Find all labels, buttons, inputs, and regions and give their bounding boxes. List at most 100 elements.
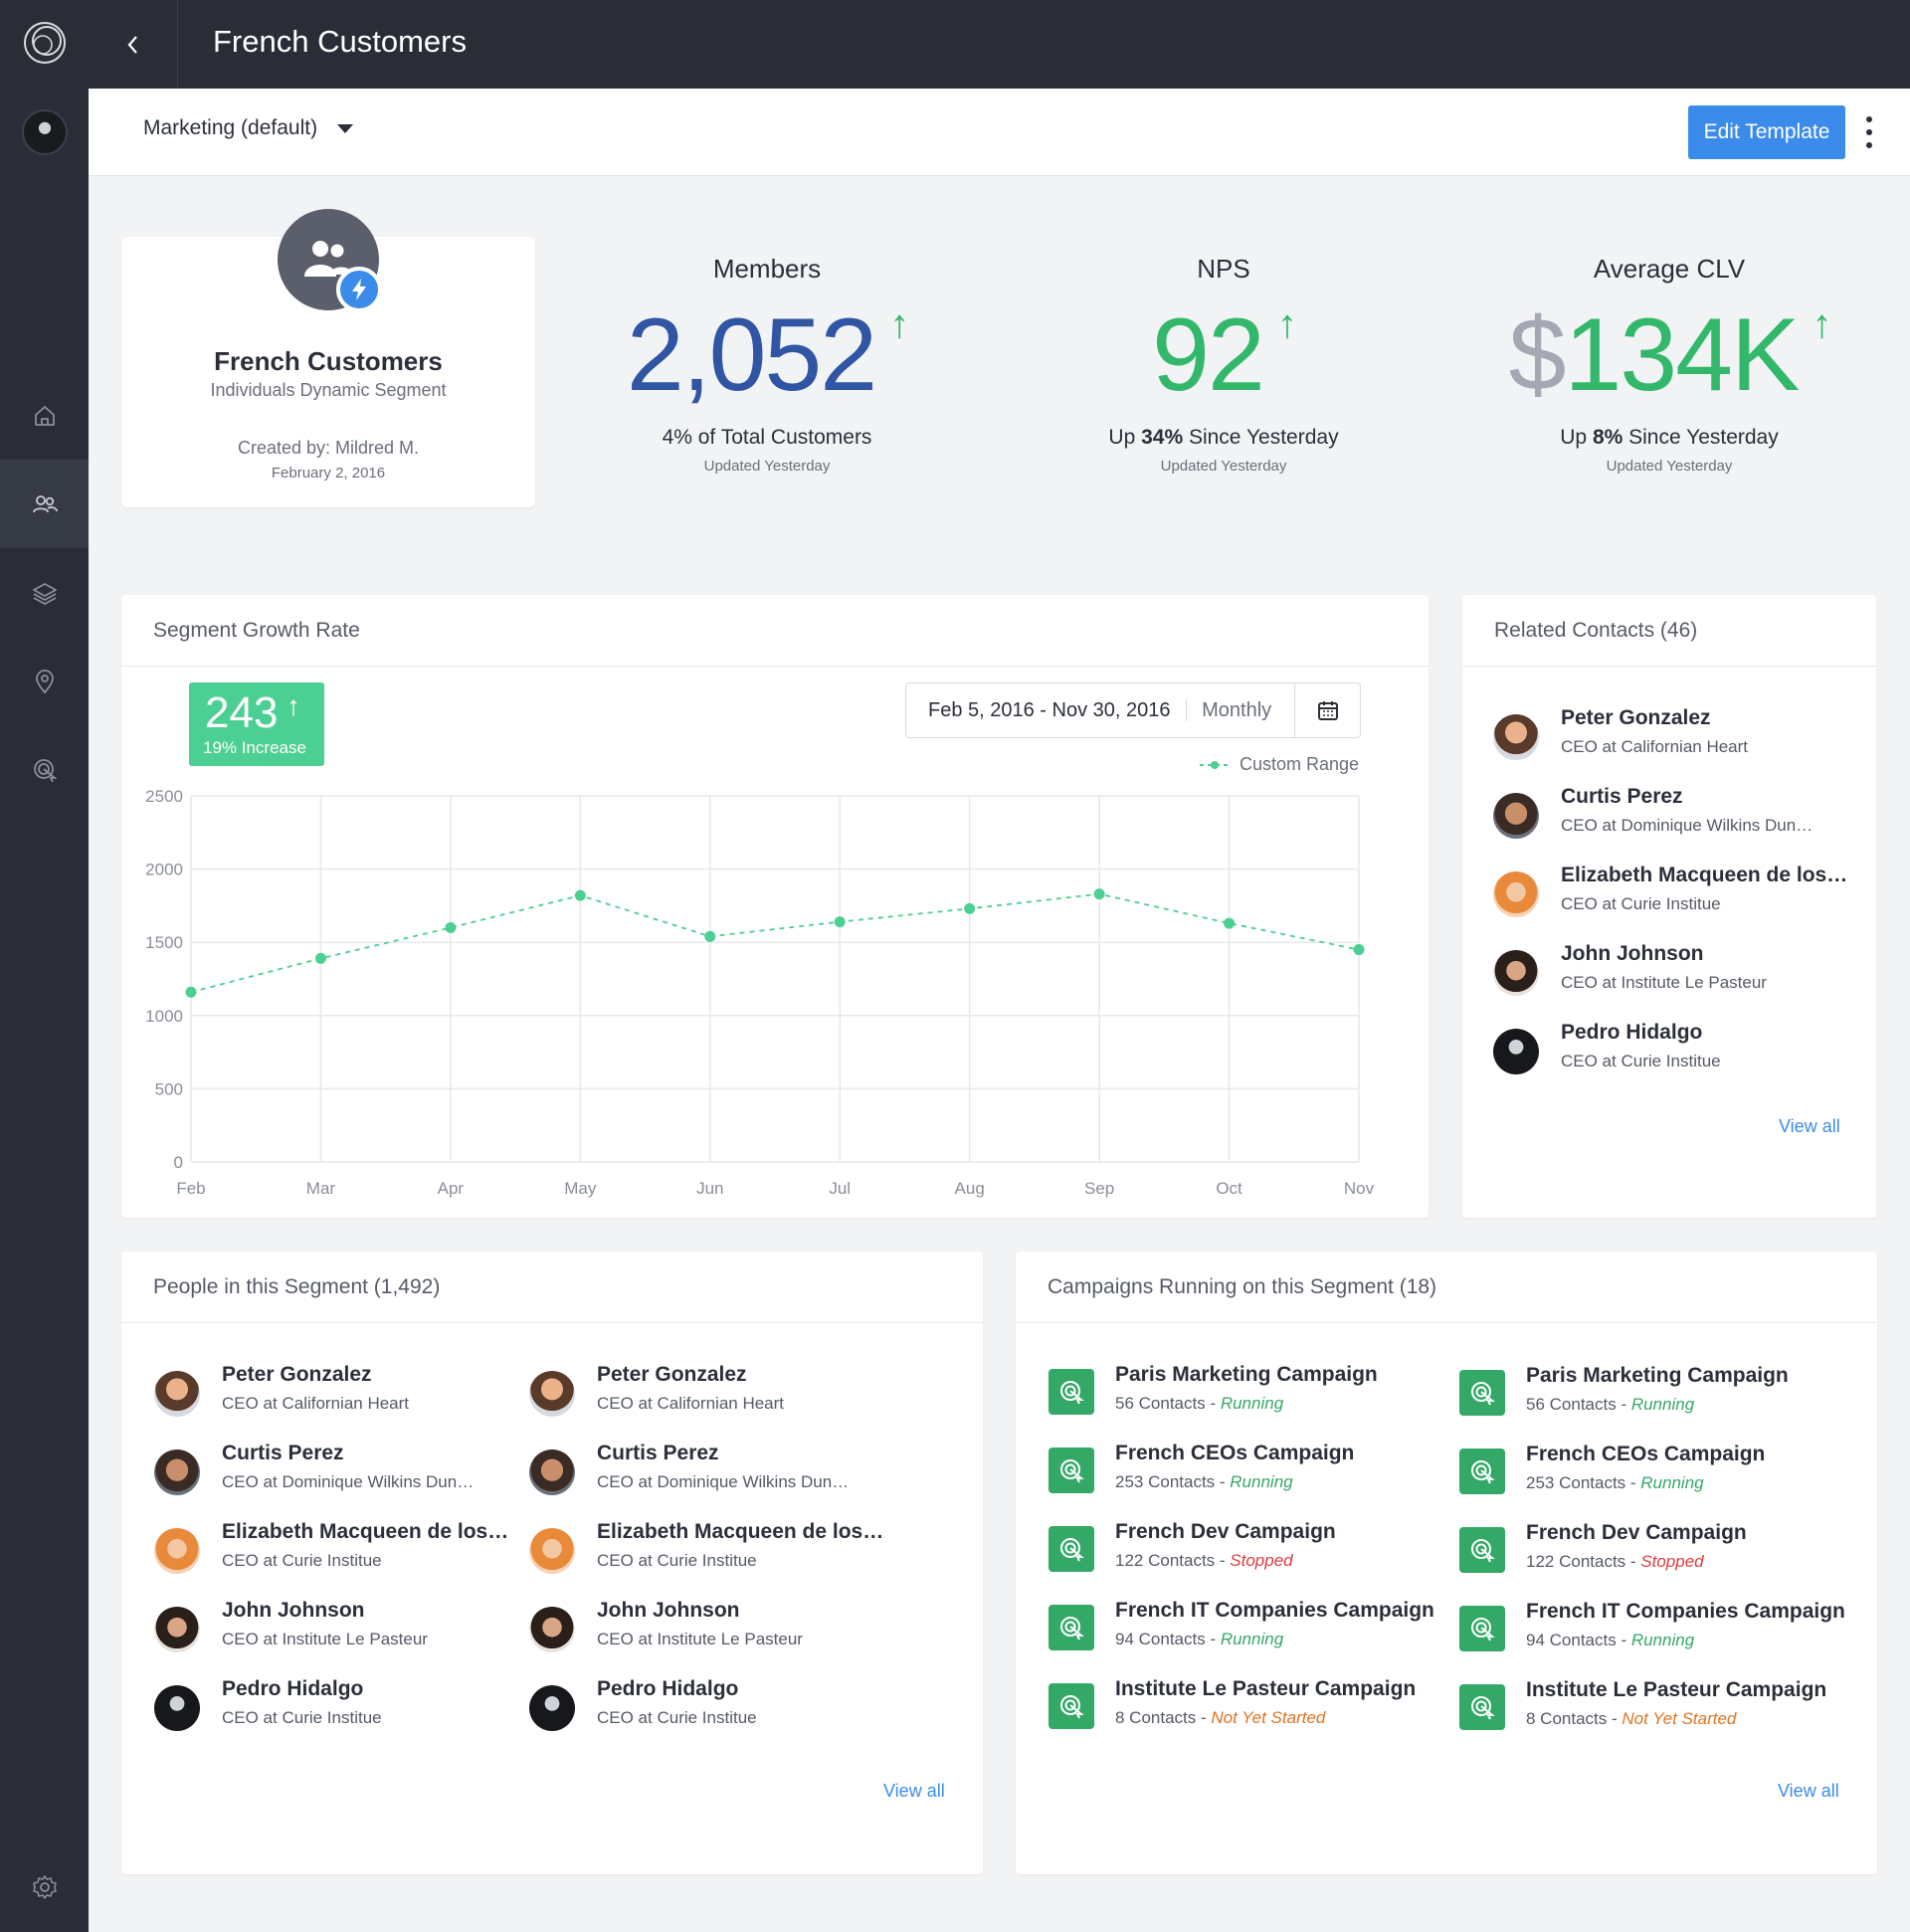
contact-name[interactable]: Curtis Perez: [222, 1442, 344, 1464]
campaign-item[interactable]: Paris Marketing Campaign 56 Contacts - Ru…: [1459, 1364, 1857, 1424]
campaign-item[interactable]: French CEOs Campaign 253 Contacts - Runni…: [1459, 1443, 1857, 1502]
members-label: Members: [712, 254, 822, 284]
campaign-name[interactable]: French CEOs Campaign: [1526, 1443, 1766, 1465]
contact-item[interactable]: John Johnson CEO at Institute Le Pasteur: [529, 1599, 887, 1658]
campaign-item[interactable]: French CEOs Campaign 253 Contacts - Runni…: [1049, 1442, 1446, 1501]
campaign-name[interactable]: Paris Marketing Campaign: [1526, 1364, 1789, 1387]
campaign-item[interactable]: Institute Le Pasteur Campaign 8 Contacts …: [1459, 1678, 1857, 1738]
lightning-icon: [352, 279, 366, 300]
layers-icon: [32, 582, 57, 605]
data-point: [314, 952, 326, 964]
contact-name[interactable]: Curtis Perez: [1561, 785, 1683, 808]
period-select[interactable]: Monthly: [1202, 698, 1272, 721]
campaign-item[interactable]: Paris Marketing Campaign 56 Contacts - Ru…: [1049, 1363, 1446, 1423]
contact-name[interactable]: Peter Gonzalez: [597, 1363, 747, 1386]
campaign-name[interactable]: French Dev Campaign: [1526, 1521, 1747, 1544]
segment-name: French Customers: [214, 346, 443, 376]
campaign-item[interactable]: Institute Le Pasteur Campaign 8 Contacts …: [1049, 1677, 1446, 1737]
campaign-item[interactable]: French Dev Campaign 122 Contacts - Stoppe…: [1049, 1520, 1446, 1580]
x-tick-label: Aug: [955, 1179, 985, 1198]
contact-item[interactable]: Peter Gonzalez CEO at Californian Heart: [529, 1363, 887, 1423]
contact-name[interactable]: John Johnson: [222, 1599, 365, 1622]
calendar-button[interactable]: [1294, 682, 1360, 738]
contact-item[interactable]: Curtis Perez CEO at Dominique Wilkins Dun…: [529, 1442, 887, 1501]
campaign-contacts: 8 Contacts -: [1526, 1709, 1623, 1728]
clv-note: Up 8% Since Yesterday: [1560, 426, 1779, 449]
contact-item[interactable]: Pedro Hidalgo CEO at Curie Institue: [1493, 1021, 1851, 1080]
campaign-name[interactable]: Paris Marketing Campaign: [1115, 1363, 1378, 1386]
campaign-name[interactable]: French CEOs Campaign: [1115, 1442, 1355, 1464]
contact-name[interactable]: John Johnson: [597, 1599, 740, 1622]
contact-role: CEO at Institute Le Pasteur: [1561, 973, 1767, 992]
settings-nav[interactable]: [0, 1842, 89, 1931]
contact-role: CEO at Californian Heart: [597, 1394, 785, 1413]
date-range-picker[interactable]: Feb 5, 2016 - Nov 30, 2016 Monthly: [905, 682, 1361, 738]
contact-name[interactable]: Pedro Hidalgo: [222, 1677, 364, 1700]
related-view-all-link[interactable]: View all: [1779, 1116, 1840, 1136]
contact-item[interactable]: John Johnson CEO at Institute Le Pasteur: [1493, 942, 1851, 1002]
campaign-item[interactable]: French Dev Campaign 122 Contacts - Stoppe…: [1459, 1521, 1857, 1581]
contact-name[interactable]: Peter Gonzalez: [1561, 706, 1711, 729]
contact-item[interactable]: Peter Gonzalez CEO at Californian Heart: [154, 1363, 512, 1423]
nps-stat: NPS 92 ↑ Up 34% Since Yesterday Updated …: [1005, 254, 1442, 475]
contact-item[interactable]: John Johnson CEO at Institute Le Pasteur: [154, 1599, 512, 1658]
contact-name[interactable]: Curtis Perez: [597, 1442, 719, 1464]
contact-name[interactable]: Elizabeth Macqueen de los…: [222, 1520, 509, 1543]
contact-name[interactable]: Pedro Hidalgo: [1561, 1021, 1703, 1044]
campaign-name[interactable]: Institute Le Pasteur Campaign: [1115, 1677, 1417, 1700]
contact-avatar: [154, 1528, 200, 1574]
edit-template-button[interactable]: Edit Template: [1688, 105, 1845, 159]
y-tick-label: 2000: [145, 861, 183, 879]
people-view-all-link[interactable]: View all: [883, 1781, 945, 1801]
data-point: [445, 921, 457, 933]
campaign-item[interactable]: French IT Companies Campaign 94 Contacts …: [1049, 1599, 1446, 1658]
campaign-name[interactable]: French IT Companies Campaign: [1115, 1599, 1434, 1622]
contact-name[interactable]: Pedro Hidalgo: [597, 1677, 739, 1700]
growth-value: 243: [205, 688, 279, 737]
arrow-up-icon: ↑: [889, 302, 909, 346]
campaign-contacts: 122 Contacts -: [1115, 1551, 1231, 1570]
campaign-meta: 8 Contacts - Not Yet Started: [1115, 1708, 1325, 1728]
campaign-contacts: 94 Contacts -: [1526, 1631, 1631, 1649]
campaign-meta: 8 Contacts - Not Yet Started: [1526, 1709, 1736, 1729]
contact-item[interactable]: Elizabeth Macqueen de los… CEO at Curie I…: [1493, 864, 1851, 923]
campaign-item[interactable]: French IT Companies Campaign 94 Contacts …: [1459, 1600, 1857, 1659]
campaign-name[interactable]: French Dev Campaign: [1115, 1520, 1336, 1543]
user-avatar[interactable]: [22, 109, 68, 155]
logo-icon[interactable]: [22, 20, 68, 66]
campaign-target-icon: [1459, 1449, 1505, 1494]
back-button[interactable]: [89, 0, 178, 89]
location-nav[interactable]: [0, 637, 89, 725]
contact-name[interactable]: Elizabeth Macqueen de los…: [597, 1520, 884, 1543]
layers-nav[interactable]: [0, 548, 89, 637]
contact-role: CEO at Institute Le Pasteur: [597, 1630, 803, 1648]
contact-item[interactable]: Peter Gonzalez CEO at Californian Heart: [1493, 706, 1851, 766]
campaign-contacts: 56 Contacts -: [1526, 1395, 1631, 1414]
contact-name[interactable]: John Johnson: [1561, 942, 1704, 965]
contact-item[interactable]: Elizabeth Macqueen de los… CEO at Curie I…: [529, 1520, 887, 1580]
contact-role: CEO at Californian Heart: [1561, 737, 1749, 756]
campaign-name[interactable]: Institute Le Pasteur Campaign: [1526, 1678, 1827, 1701]
contact-item[interactable]: Pedro Hidalgo CEO at Curie Institue: [154, 1677, 512, 1737]
contact-item[interactable]: Curtis Perez CEO at Dominique Wilkins Dun…: [1493, 785, 1851, 845]
campaigns-view-all-link[interactable]: View all: [1778, 1781, 1839, 1801]
contact-item[interactable]: Curtis Perez CEO at Dominique Wilkins Dun…: [154, 1442, 512, 1501]
contact-name[interactable]: Elizabeth Macqueen de los…: [1561, 864, 1848, 886]
people-nav[interactable]: [0, 460, 89, 548]
people-title: People in this Segment (1,492): [121, 1252, 983, 1323]
contact-role: CEO at Curie Institue: [597, 1708, 757, 1727]
home-nav[interactable]: [0, 371, 89, 460]
contact-item[interactable]: Elizabeth Macqueen de los… CEO at Curie I…: [154, 1520, 512, 1580]
contact-avatar: [529, 1449, 575, 1495]
y-tick-label: 2500: [145, 787, 183, 806]
contact-item[interactable]: Pedro Hidalgo CEO at Curie Institue: [529, 1677, 887, 1737]
campaign-name[interactable]: French IT Companies Campaign: [1526, 1600, 1845, 1623]
template-select[interactable]: Marketing (default): [143, 116, 354, 140]
campaign-status: Running: [1230, 1472, 1293, 1491]
contact-role: CEO at Dominique Wilkins Dun…: [597, 1472, 850, 1491]
data-point: [185, 986, 197, 998]
more-options-icon[interactable]: [1863, 116, 1875, 148]
sub-header: Marketing (default) Edit Template: [89, 89, 1910, 176]
contact-name[interactable]: Peter Gonzalez: [222, 1363, 372, 1386]
target-nav[interactable]: [0, 725, 89, 814]
